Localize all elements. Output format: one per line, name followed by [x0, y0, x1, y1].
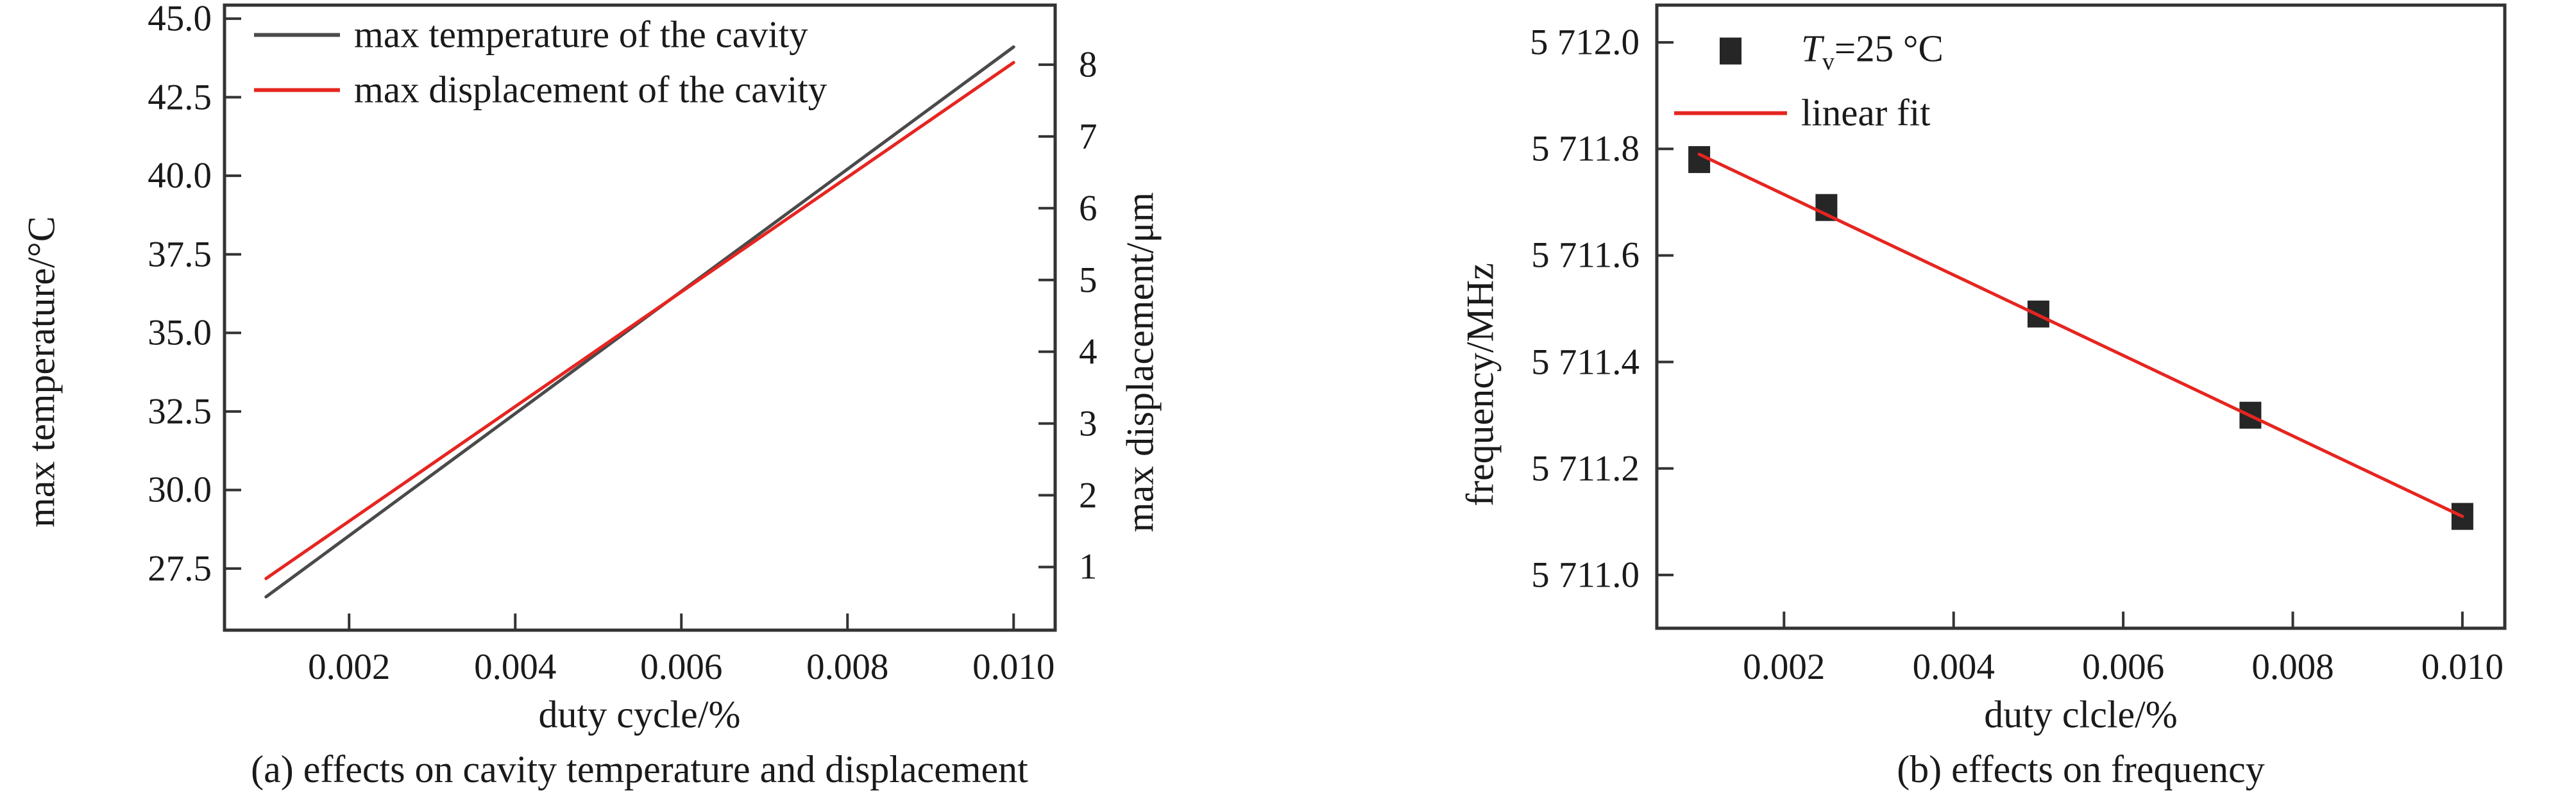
y-tick-label-left-cavity-temperature-displacement: 40.0: [148, 155, 212, 196]
axis-title-frequency: frequency/MHz: [1459, 263, 1502, 506]
x-tick-label-cavity-temperature-displacement: 0.004: [474, 647, 557, 687]
y-tick-label-left-cavity-temperature-displacement: 45.0: [148, 0, 212, 39]
y-tick-label-left-frequency: 5 711.4: [1531, 342, 1640, 383]
x-tick-label-frequency: 0.008: [2251, 647, 2334, 687]
plot-frame-frequency: [1655, 3, 2507, 630]
plot-frame-cavity-temperature-displacement: [223, 3, 1057, 632]
legend-label: Tv=25 °C: [1801, 27, 1944, 76]
x-tick-label-cavity-temperature-displacement: 0.010: [972, 647, 1055, 687]
series-line-cavity-temperature-displacement: [264, 61, 1015, 580]
y-tick-label-left-cavity-temperature-displacement: 32.5: [148, 391, 212, 432]
legend-line-swatch-icon: [1674, 111, 1787, 115]
legend-row-frequency: Tv=25 °C: [1674, 27, 1944, 76]
legend-label: max temperature of the cavity: [354, 13, 808, 56]
y-tick-label-left-frequency: 5 711.2: [1531, 448, 1640, 489]
y-tick-label-left-cavity-temperature-displacement: 35.0: [148, 312, 212, 353]
y-tick-label-right-cavity-temperature-displacement: 2: [1079, 475, 1097, 516]
legend-label: linear fit: [1801, 91, 1931, 134]
caption-panel-b: (b) effects on frequency: [1897, 748, 2265, 790]
legend-row-cavity-temperature-displacement: max temperature of the cavity: [254, 13, 808, 57]
legend-row-cavity-temperature-displacement: max displacement of the cavity: [254, 68, 827, 112]
series-line-frequency: [1697, 153, 2464, 519]
y-tick-label-left-cavity-temperature-displacement: 42.5: [148, 77, 212, 118]
y-tick-label-left-frequency: 5 711.8: [1531, 128, 1640, 169]
x-tick-label-frequency: 0.006: [2081, 647, 2165, 687]
axis-title-max-displacement: max displacement/μm: [1119, 192, 1162, 533]
y-tick-label-right-cavity-temperature-displacement: 4: [1079, 331, 1097, 372]
y-tick-label-left-frequency: 5 712.0: [1530, 22, 1640, 63]
y-tick-label-left-cavity-temperature-displacement: 37.5: [148, 234, 212, 275]
legend-swatch-area: [1674, 111, 1787, 115]
data-point-square-frequency: [1688, 146, 1711, 173]
axis-title-duty-cycle-b: duty clcle/%: [1984, 693, 2178, 736]
caption-panel-a: (a) effects on cavity temperature and di…: [251, 748, 1028, 790]
y-tick-label-left-frequency: 5 711.0: [1531, 555, 1640, 596]
y-tick-label-right-cavity-temperature-displacement: 8: [1079, 44, 1097, 85]
x-tick-label-cavity-temperature-displacement: 0.006: [640, 647, 723, 687]
legend-swatch-area: [254, 88, 340, 92]
y-tick-label-right-cavity-temperature-displacement: 6: [1079, 188, 1097, 229]
legend-line-swatch-icon: [254, 33, 340, 37]
axis-title-duty-cycle-a: duty cycle/%: [538, 693, 741, 736]
x-tick-label-cavity-temperature-displacement: 0.002: [308, 647, 391, 687]
legend-line-swatch-icon: [254, 88, 340, 92]
y-tick-label-left-cavity-temperature-displacement: 27.5: [148, 548, 212, 589]
x-tick-label-frequency: 0.002: [1743, 647, 1826, 687]
legend-row-frequency: linear fit: [1674, 91, 1931, 135]
legend-square-marker-icon: [1720, 37, 1741, 65]
legend-swatch-area: [254, 33, 340, 37]
legend-label: max displacement of the cavity: [354, 68, 827, 111]
legend-swatch-area: [1674, 37, 1787, 65]
y-tick-label-right-cavity-temperature-displacement: 1: [1079, 546, 1097, 587]
y-tick-label-right-cavity-temperature-displacement: 5: [1079, 260, 1097, 301]
y-tick-label-left-frequency: 5 711.6: [1531, 235, 1640, 276]
y-tick-label-left-cavity-temperature-displacement: 30.0: [148, 469, 212, 510]
x-tick-label-cavity-temperature-displacement: 0.008: [806, 647, 889, 687]
x-tick-label-frequency: 0.004: [1912, 647, 1995, 687]
axis-title-max-temperature: max temperature/°C: [20, 216, 63, 528]
y-tick-label-right-cavity-temperature-displacement: 7: [1079, 116, 1097, 157]
y-tick-label-right-cavity-temperature-displacement: 3: [1079, 403, 1097, 444]
x-tick-label-frequency: 0.010: [2421, 647, 2504, 687]
